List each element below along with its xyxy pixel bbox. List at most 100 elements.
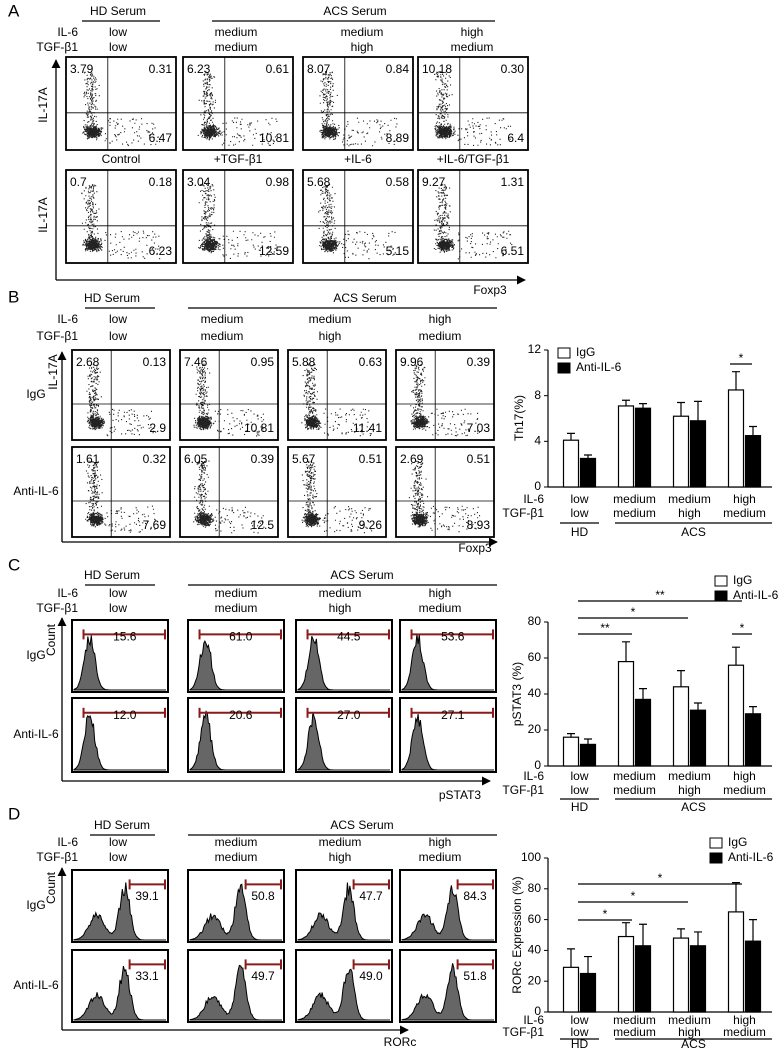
bar [634,407,652,488]
bar [689,420,707,488]
panel-label: B [8,287,19,306]
x-category-label: high [733,769,756,783]
quadrant-value: 5.67 [292,452,316,466]
quadrant-value: 0.61 [266,62,290,76]
x-category-label: medium [668,492,711,506]
hd-header: HD Serum [84,568,140,582]
condition-level: low [109,40,127,54]
condition-row-label: TGF-β1 [36,40,78,54]
condition-level: medium [309,312,352,326]
quadrant-value: 6.23 [149,244,173,258]
quadrant-value: 9.96 [400,355,424,369]
legend-label: IgG [733,573,752,587]
plot-frame [71,619,169,693]
error-bar [584,738,592,745]
histogram [189,639,282,691]
y-tick-label: 40 [528,943,542,957]
x-category-label: low [570,492,588,506]
y-tick-label: 60 [528,650,542,664]
quadrant-value: 7.03 [467,421,491,435]
gate-value: 33.1 [135,969,159,983]
bar [689,709,707,767]
error-bar [749,919,757,942]
bar [579,457,597,488]
plot-title: +IL-6/TGF-β1 [437,152,510,166]
condition-level: high [461,25,484,39]
histogram [297,968,390,1021]
panel-label: A [8,1,20,20]
condition-level: high [329,601,352,615]
quadrant-value: 6.23 [187,62,211,76]
histogram [73,882,166,941]
bar [634,945,652,1013]
condition-level: high [351,40,374,54]
x-row-label: IL-6 [523,1013,544,1027]
quadrant-value: 7.69 [143,518,167,532]
acs-header: ACS Serum [330,568,393,582]
y-tick-label: 80 [528,614,542,628]
histogram [401,713,494,771]
histogram [401,885,494,941]
plot-frame [187,619,285,693]
cytometry-dots [86,364,157,437]
y-tick-label: 0 [534,758,541,772]
plot-frame [65,56,177,151]
quadrant-value: 0.7 [70,175,87,189]
quadrant-value: 0.30 [501,62,525,76]
x-category-label: high [733,492,756,506]
x-category-label: low [570,506,588,520]
bar [672,415,690,488]
error-bar [584,955,592,974]
x-category-label: high [678,783,701,797]
cytometry-dots [434,71,512,146]
legend-swatch [709,837,723,849]
plot-frame [71,697,169,773]
error-bar [749,706,757,714]
plot-frame [287,446,387,538]
x-row-label: IL-6 [523,492,544,506]
quadrant-value: 6.05 [184,452,208,466]
quadrant-value: 6.4 [507,131,524,145]
gate-value: 39.1 [135,889,159,903]
condition-level: low [109,601,127,615]
cytometry-dots [301,363,372,437]
x-axis-label: RORc [384,1035,417,1049]
plot-frame [182,169,294,264]
quadrant-value: 8.07 [307,62,331,76]
bar [562,966,580,1013]
condition-level: medium [201,312,244,326]
plot-frame [182,56,294,151]
hd-header: HD Serum [90,4,146,18]
y-tick-label: 20 [528,722,542,736]
condition-row-label: TGF-β1 [36,329,78,343]
condition-level: medium [319,586,362,600]
legend-label: Anti-IL-6 [733,588,779,602]
condition-level: high [429,312,452,326]
cytometry-dots [319,71,398,147]
bar [727,389,745,488]
condition-level: medium [451,40,494,54]
x-category-label: medium [613,769,656,783]
legend-label: IgG [728,835,747,849]
bar [617,660,635,767]
x-category-label: low [570,769,588,783]
panel-label: C [8,555,20,574]
plot-frame [187,697,285,773]
condition-level: high [429,586,452,600]
gate-value: 27.0 [337,708,361,722]
y-tick-label: 12 [528,342,542,356]
cytometry-dots [408,460,481,533]
histogram [401,963,494,1021]
histogram [189,883,282,941]
y-tick-label: 0 [534,1004,541,1018]
quadrant-value: 3.04 [187,175,211,189]
error-bar [567,733,575,738]
quadrant-value: 5.68 [307,175,331,189]
error-bar [694,702,702,711]
plot-frame [187,869,285,943]
error-bar [622,922,630,937]
condition-row-label: TGF-β1 [36,601,78,615]
significance-mark: * [739,351,744,365]
bar [727,664,745,767]
error-bar [622,641,630,662]
